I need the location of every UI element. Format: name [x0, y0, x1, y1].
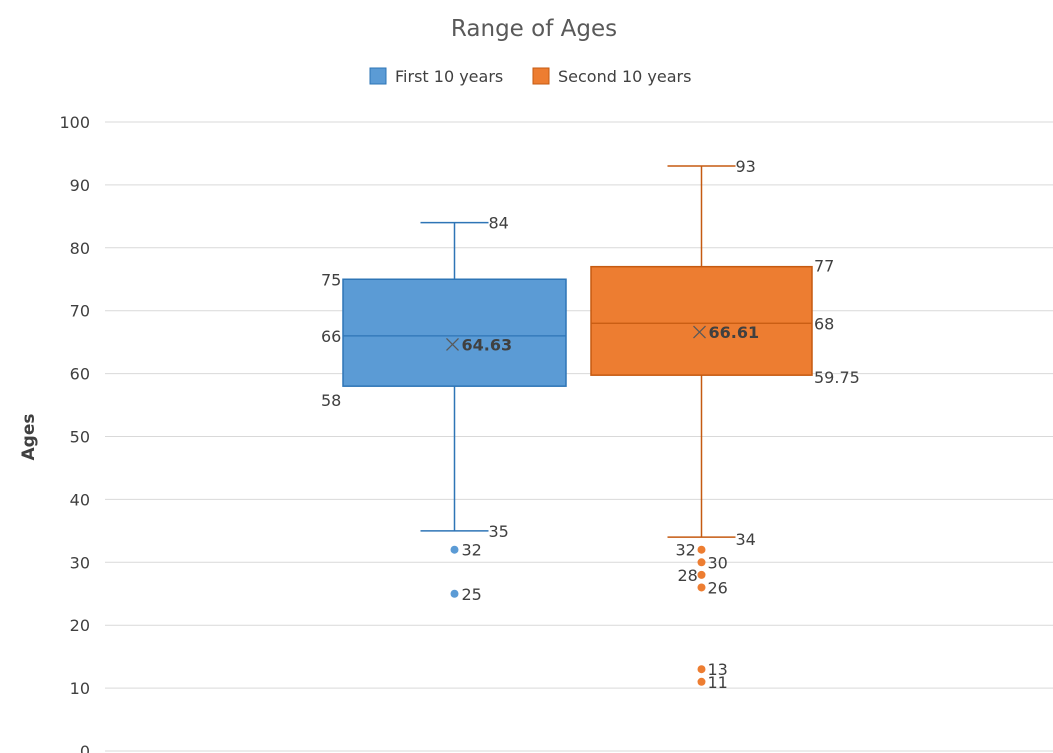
label-outlier: 28 [678, 566, 698, 585]
label-min: 34 [736, 530, 756, 549]
gridlines [105, 121, 1053, 752]
label-max: 93 [736, 157, 756, 176]
label-median: 68 [814, 314, 834, 333]
y-tick-label-100: 100 [59, 113, 90, 132]
box-series-1: 64.63 84 75 66 58 35 32 25 [321, 214, 567, 604]
mean-label: 66.61 [709, 323, 760, 342]
outlier-point [697, 583, 706, 592]
outlier-point [697, 665, 706, 674]
outlier-point [697, 677, 706, 686]
label-min: 35 [489, 522, 509, 541]
label-q1: 58 [321, 391, 341, 410]
label-outlier: 25 [462, 585, 482, 604]
mean-marker [446, 338, 459, 351]
y-tick-label-70: 70 [70, 302, 90, 321]
y-tick-label-90: 90 [70, 176, 90, 195]
legend-label-second-10-years: Second 10 years [558, 67, 691, 86]
plot-area: 64.63 84 75 66 58 35 32 25 66.61 93 77 68 59.75 34 32 3… [321, 157, 860, 692]
legend-label-first-10-years: First 10 years [395, 67, 503, 86]
y-tick-label-50: 50 [70, 428, 90, 447]
box-body [342, 278, 567, 387]
mean-marker [693, 325, 706, 339]
mean-label: 64.63 [462, 335, 513, 354]
label-median: 66 [321, 327, 341, 346]
label-outlier: 13 [708, 660, 728, 679]
y-tick-label-30: 30 [70, 553, 90, 572]
outlier-point [450, 545, 459, 554]
outlier-point [697, 558, 706, 567]
y-tick-label-10: 10 [70, 679, 90, 698]
label-outlier: 32 [462, 541, 482, 560]
legend: First 10 years Second 10 years [369, 67, 691, 86]
label-max: 84 [489, 214, 509, 233]
y-tick-label-0: 0 [80, 742, 90, 753]
label-outlier: 11 [708, 673, 728, 692]
legend-swatch-second-10-years [532, 67, 550, 85]
y-tick-label-40: 40 [70, 490, 90, 509]
label-outlier: 32 [676, 541, 696, 560]
legend-swatch-first-10-years [369, 67, 387, 85]
y-axis-ticks: 0 10 20 30 40 50 60 70 80 90 100 [59, 113, 90, 753]
label-q1: 59.75 [814, 368, 860, 387]
y-axis-label: Ages [19, 414, 39, 461]
outlier-point [450, 589, 459, 598]
outlier-point [697, 570, 706, 579]
label-outlier: 30 [708, 553, 728, 572]
outlier-point [697, 545, 706, 554]
y-tick-label-20: 20 [70, 616, 90, 635]
y-tick-label-60: 60 [70, 365, 90, 384]
label-q3: 75 [321, 270, 341, 289]
chart-title: Range of Ages [451, 16, 617, 42]
box-body [590, 265, 813, 376]
y-tick-label-80: 80 [70, 239, 90, 258]
label-outlier: 26 [708, 578, 728, 597]
label-q3: 77 [814, 257, 834, 276]
